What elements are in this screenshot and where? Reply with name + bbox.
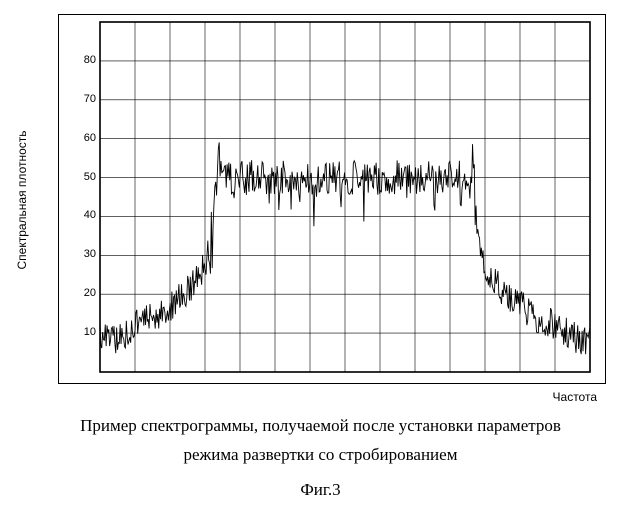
- caption-line-2: режима развертки со стробированием: [0, 441, 641, 470]
- spectrogram-chart: [0, 0, 641, 410]
- caption-figure-label: Фиг.3: [0, 476, 641, 505]
- figure-caption: Пример спектрограммы, получаемой после у…: [0, 412, 641, 505]
- caption-line-1: Пример спектрограммы, получаемой после у…: [0, 412, 641, 441]
- page: Спектральная плотность Частота 102030405…: [0, 0, 641, 500]
